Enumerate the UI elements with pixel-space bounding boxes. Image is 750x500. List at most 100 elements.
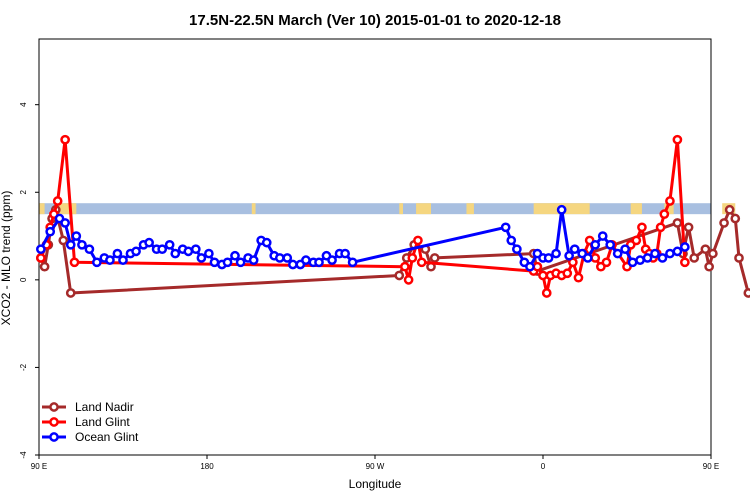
point-land-glint	[637, 222, 647, 233]
point-ocean-glint	[650, 248, 660, 259]
point-land-glint	[573, 272, 584, 283]
series-layer	[36, 134, 750, 298]
point-land-nadir	[700, 244, 711, 255]
y-axis: -4 -2 0 2 4	[19, 102, 39, 459]
point-land-glint	[655, 222, 666, 233]
point-land-glint	[601, 257, 612, 268]
point-ocean-glint	[230, 250, 240, 261]
point-ocean-glint	[512, 244, 522, 255]
land-span	[416, 203, 431, 215]
point-ocean-glint	[288, 259, 298, 270]
point-ocean-glint	[222, 257, 233, 268]
point-land-nadir	[743, 288, 750, 298]
point-ocean-glint	[84, 244, 95, 255]
point-land-glint	[631, 235, 642, 246]
point-ocean-glint	[209, 257, 220, 268]
point-land-nadir	[708, 248, 718, 259]
land-span	[664, 203, 674, 215]
point-ocean-glint	[157, 244, 168, 255]
series-ocean-glint	[36, 204, 690, 272]
point-land-nadir	[730, 213, 741, 224]
legend-item-ocean-glint: Ocean Glint	[42, 430, 139, 444]
legend-label: Ocean Glint	[75, 430, 139, 444]
ocean-band	[39, 203, 711, 215]
point-ocean-glint	[657, 253, 668, 263]
point-ocean-glint	[131, 246, 141, 257]
legend-label: Land Nadir	[75, 400, 134, 414]
point-ocean-glint	[582, 253, 593, 263]
legend-item-land-glint: Land Glint	[42, 415, 130, 429]
point-land-nadir	[429, 253, 440, 263]
point-land-glint	[413, 235, 423, 246]
point-land-glint	[680, 257, 690, 268]
point-land-nadir	[65, 288, 76, 298]
x-tick-label: 0	[541, 462, 546, 471]
point-ocean-glint	[347, 257, 358, 268]
point-land-nadir	[724, 204, 735, 215]
point-land-glint	[36, 253, 46, 263]
legend-label: Land Glint	[75, 415, 130, 429]
series-land-glint	[36, 134, 690, 298]
x-tick-label: 180	[200, 462, 214, 471]
legend-marker	[49, 432, 59, 442]
y-axis-label: XCO2 - MLO trend (ppm)	[0, 191, 13, 326]
point-land-glint	[400, 261, 410, 272]
point-ocean-glint	[204, 248, 214, 259]
land-span	[630, 203, 642, 215]
point-land-glint	[52, 196, 63, 206]
point-ocean-glint	[500, 222, 511, 233]
point-ocean-glint	[170, 248, 181, 259]
point-ocean-glint	[564, 250, 574, 261]
point-ocean-glint	[605, 239, 616, 250]
point-ocean-glint	[506, 235, 517, 246]
point-ocean-glint	[612, 248, 623, 259]
point-ocean-glint	[144, 237, 154, 248]
point-ocean-glint	[118, 255, 128, 265]
point-land-glint	[590, 253, 601, 263]
point-ocean-glint	[551, 248, 561, 259]
y-tick-label: -2	[19, 363, 28, 371]
x-axis-label: Longitude	[349, 477, 402, 491]
point-land-nadir	[734, 253, 744, 263]
point-ocean-glint	[665, 248, 675, 259]
point-ocean-glint	[77, 239, 87, 250]
point-ocean-glint	[65, 239, 76, 250]
point-ocean-glint	[597, 231, 608, 241]
point-land-nadir	[689, 253, 700, 263]
y-tick-label: 0	[19, 277, 28, 282]
point-land-glint	[541, 288, 552, 298]
y-tick-label: 4	[19, 102, 28, 107]
point-ocean-glint	[164, 239, 175, 250]
point-ocean-glint	[314, 257, 324, 268]
point-ocean-glint	[301, 255, 311, 265]
point-land-nadir	[39, 261, 50, 272]
point-ocean-glint	[71, 231, 82, 241]
point-land-glint	[672, 134, 683, 145]
point-land-glint	[562, 268, 573, 279]
point-land-nadir	[58, 235, 69, 246]
point-land-glint	[69, 257, 80, 268]
y-tick-label: -4	[19, 451, 28, 459]
point-ocean-glint	[282, 253, 293, 263]
point-ocean-glint	[196, 253, 207, 263]
point-ocean-glint	[60, 218, 70, 228]
point-ocean-glint	[672, 246, 683, 257]
point-ocean-glint	[36, 244, 46, 255]
land-span	[57, 203, 77, 215]
point-ocean-glint	[190, 244, 201, 255]
point-ocean-glint	[105, 255, 115, 265]
land-span	[466, 203, 474, 215]
point-ocean-glint	[45, 226, 56, 237]
point-ocean-glint	[261, 237, 272, 248]
point-ocean-glint	[248, 255, 259, 265]
point-ocean-glint	[680, 242, 690, 252]
point-ocean-glint	[92, 257, 102, 268]
point-land-glint	[532, 261, 543, 272]
point-land-nadir	[704, 261, 714, 272]
land-span	[39, 203, 45, 215]
point-land-glint	[403, 274, 414, 285]
point-ocean-glint	[543, 253, 554, 263]
point-ocean-glint	[274, 253, 285, 263]
